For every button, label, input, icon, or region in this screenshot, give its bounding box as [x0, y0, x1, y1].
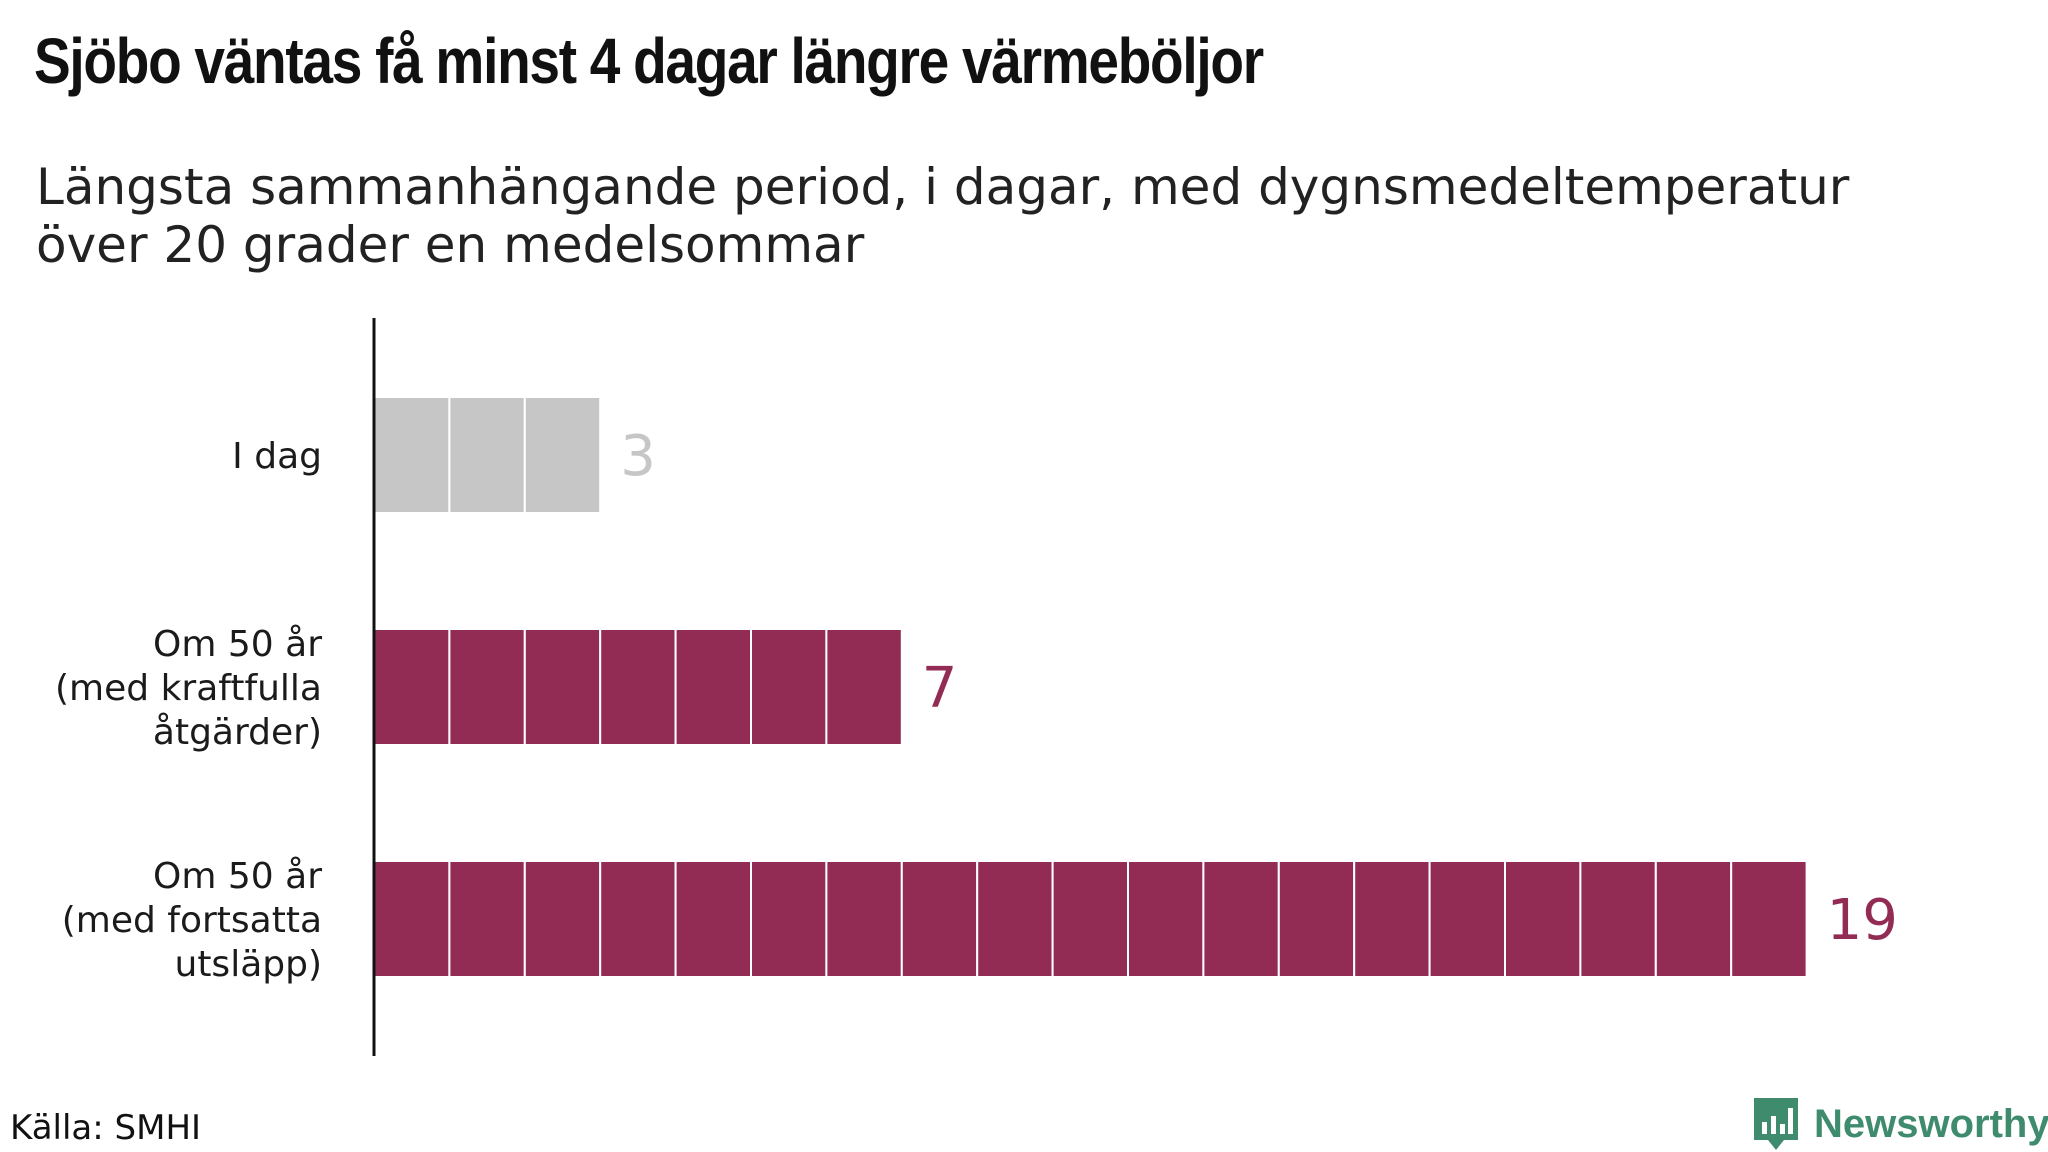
category-label-line: åtgärder): [153, 712, 322, 753]
bar-segment: [599, 860, 677, 978]
bar-segment: [825, 628, 903, 746]
bar-segment: [674, 628, 752, 746]
chart-title: Sjöbo väntas få minst 4 dagar längre vär…: [34, 25, 1264, 97]
category-label: I dag: [232, 436, 322, 477]
category-label: Om 50 år (med fortsatta utsläpp): [62, 856, 322, 985]
bar-segment: [599, 628, 677, 746]
bar-3: [373, 860, 1808, 978]
bar-segment: [1428, 860, 1506, 978]
bar-segment: [1504, 860, 1582, 978]
bar-segment: [750, 860, 828, 978]
bar-segment: [674, 860, 752, 978]
subtitle-line-1: Längsta sammanhängande period, i dagar, …: [36, 158, 1850, 216]
brand-name: Newsworthy: [1814, 1101, 2048, 1146]
bar-segment: [1202, 860, 1280, 978]
bar-segment: [1277, 860, 1356, 978]
category-label-line: utsläpp): [175, 944, 323, 985]
source-note: Källa: SMHI: [10, 1108, 202, 1148]
category-label-line: Om 50 år: [153, 856, 322, 897]
bar-segment: [825, 860, 903, 978]
category-label-line: (med fortsatta: [62, 900, 322, 941]
value-label: 3: [620, 424, 656, 489]
value-label: 19: [1827, 888, 1898, 953]
brand: Newsworthy: [1752, 1096, 2048, 1152]
category-label-line: (med kraftfulla: [55, 668, 322, 709]
bar-segment: [976, 860, 1054, 978]
bar-segment: [750, 628, 828, 746]
bar-chart-speech-bubble-icon: [1754, 1098, 1798, 1150]
bar-segment: [1654, 860, 1733, 978]
bar-segment: [523, 396, 602, 514]
bar-segment: [900, 860, 979, 978]
bar-segment: [1051, 860, 1129, 978]
bar-segment: [1127, 860, 1205, 978]
bar-2: [373, 628, 903, 746]
category-label: Om 50 år (med kraftfulla åtgärder): [55, 624, 322, 753]
bar-segment: [523, 860, 602, 978]
bar-segment: [448, 860, 526, 978]
bar-segment: [1353, 860, 1431, 978]
bar-segment: [1730, 860, 1808, 978]
bar-segment: [448, 396, 526, 514]
category-label-line: I dag: [232, 436, 322, 477]
bar-segment: [448, 628, 526, 746]
bar-segment: [373, 628, 451, 746]
bar-segment: [373, 860, 451, 978]
subtitle-line-2: över 20 grader en medelsommar: [36, 216, 865, 274]
bar-segment: [373, 396, 451, 514]
bar-1: [373, 396, 602, 514]
chart-subtitle: Längsta sammanhängande period, i dagar, …: [36, 158, 1936, 274]
value-label: 7: [922, 656, 958, 721]
bar-segment: [523, 628, 602, 746]
bar-segment: [1579, 860, 1657, 978]
category-label-line: Om 50 år: [153, 624, 322, 665]
